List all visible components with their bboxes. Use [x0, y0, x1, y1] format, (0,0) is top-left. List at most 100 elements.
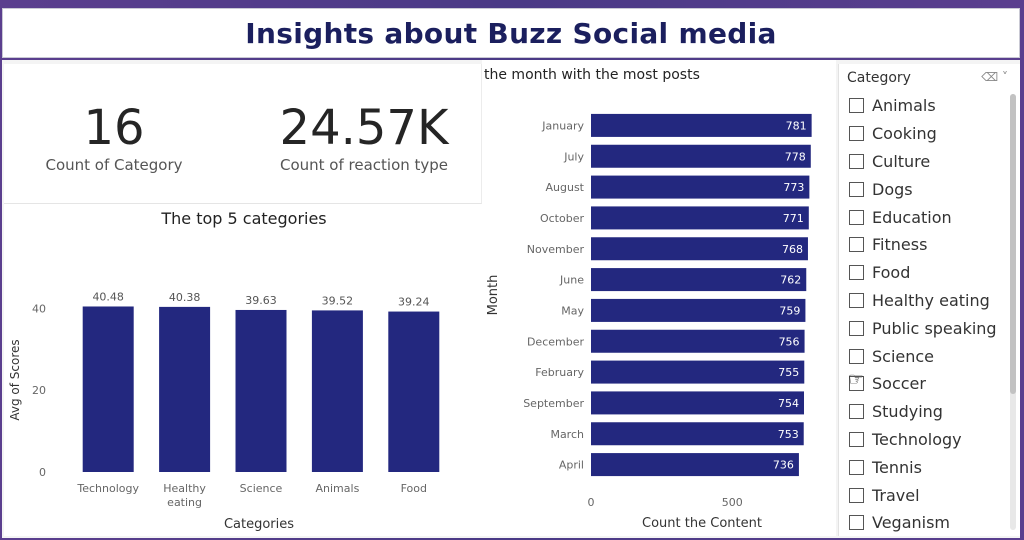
bar — [591, 360, 805, 384]
slicer-item[interactable]: Fitness — [849, 231, 1009, 259]
slicer-list: Animals Cooking Culture Dogs Education Fitnes… — [849, 92, 1009, 537]
checkbox[interactable] — [849, 487, 864, 503]
kpi-card-reaction-count[interactable]: 24.57K Count of reaction type — [264, 100, 464, 174]
x-tick-label: Food — [401, 482, 427, 495]
slicer-item-label: Science — [872, 346, 935, 366]
slicer-title: Category — [847, 70, 911, 86]
slicer-item[interactable]: Travel — [849, 481, 1009, 509]
x-tick-label: Science — [240, 482, 283, 495]
checkbox[interactable] — [849, 515, 864, 531]
x-tick-label: Healthy — [163, 482, 206, 495]
slicer-item[interactable]: Public speaking — [849, 314, 1009, 342]
y-tick-label: 40 — [32, 302, 46, 315]
bar — [591, 175, 810, 199]
data-label: 753 — [778, 428, 799, 441]
data-label: 40.48 — [92, 290, 124, 303]
kpi-label: Count of Category — [45, 156, 183, 174]
slicer-item[interactable]: Education — [849, 203, 1009, 231]
slicer-item[interactable]: Technology — [849, 426, 1009, 454]
y-tick-label: September — [523, 397, 584, 410]
slicer-item[interactable]: Dogs — [849, 175, 1009, 203]
x-tick-label: Animals — [316, 482, 360, 495]
slicer-item[interactable]: Studying — [849, 398, 1009, 426]
checkbox[interactable] — [849, 348, 864, 364]
kpi-cards: 16 Count of Category 24.57K Count of rea… — [4, 64, 482, 204]
slicer-item-label: Veganism — [872, 513, 951, 533]
y-tick-label: June — [559, 274, 584, 287]
slicer-item-label: Healthy eating — [872, 290, 990, 310]
checkbox[interactable] — [849, 404, 864, 420]
data-label: 762 — [780, 274, 801, 287]
bar — [311, 310, 363, 472]
slicer-item[interactable]: Culture — [849, 148, 1009, 176]
checkbox[interactable] — [849, 126, 864, 142]
slicer-item-label: Dogs — [872, 179, 913, 199]
slicer-item-label: Culture — [872, 151, 931, 171]
checkbox[interactable] — [849, 153, 864, 169]
checkbox[interactable] — [849, 98, 864, 114]
bar — [159, 306, 211, 472]
slicer-item[interactable]: Science — [849, 342, 1009, 370]
slicer-item[interactable]: Veganism — [849, 509, 1009, 537]
chevron-down-icon[interactable]: ˅ — [1002, 70, 1008, 84]
data-label: 736 — [773, 459, 794, 472]
data-label: 40.38 — [169, 291, 201, 304]
top-categories-svg: The top 5 categories 0 20 40 Avg of Scores 40… — [8, 209, 440, 532]
x-tick-label: Technology — [76, 482, 139, 495]
x-tick-label: eating — [167, 496, 202, 509]
report-canvas: 16 Count of Category 24.57K Count of rea… — [2, 60, 1020, 538]
data-label: 39.52 — [322, 294, 354, 307]
y-tick-label: April — [559, 459, 584, 472]
checkbox[interactable] — [849, 320, 864, 336]
y-tick-label: October — [540, 212, 584, 225]
data-label: 768 — [782, 243, 803, 256]
data-label: 754 — [778, 397, 799, 410]
x-axis-title: Categories — [224, 517, 294, 532]
slicer-item[interactable]: Animals — [849, 92, 1009, 120]
slicer-item[interactable]: Cooking — [849, 120, 1009, 148]
y-tick-label: March — [550, 428, 584, 441]
slicer-item[interactable]: Healthy eating — [849, 287, 1009, 315]
y-tick-label: 0 — [39, 466, 46, 479]
y-tick-label: July — [563, 150, 584, 163]
slicer-item[interactable]: Soccer — [849, 370, 1009, 398]
slicer-item-label: Studying — [872, 402, 943, 422]
bar — [591, 329, 805, 353]
checkbox[interactable] — [849, 181, 864, 197]
y-tick-label: 20 — [32, 384, 46, 397]
top-categories-chart[interactable]: The top 5 categories 0 20 40 Avg of Scores 40… — [4, 204, 482, 536]
kpi-card-category-count[interactable]: 16 Count of Category — [34, 100, 194, 174]
slicer-item-label: Travel — [872, 485, 920, 505]
report-title: Insights about Buzz Social media — [245, 16, 777, 50]
checkbox[interactable] — [849, 431, 864, 447]
checkbox[interactable] — [849, 237, 864, 253]
bar — [82, 306, 134, 472]
x-tick-label: 500 — [722, 496, 743, 509]
data-label: 778 — [785, 150, 806, 163]
data-label: 759 — [779, 304, 800, 317]
checkbox[interactable] — [849, 376, 864, 392]
checkbox[interactable] — [849, 265, 864, 281]
checkbox[interactable] — [849, 459, 864, 475]
data-label: 39.63 — [245, 294, 277, 307]
slicer-item-label: Cooking — [872, 124, 937, 144]
month-posts-chart[interactable]: the month with the most posts 781 January 7… — [482, 60, 836, 536]
slicer-item[interactable]: Food — [849, 259, 1009, 287]
chart-title: the month with the most posts — [484, 67, 700, 83]
category-slicer[interactable]: Category ⌫ ˅ Animals Cooking Culture Dogs Ed… — [838, 64, 1020, 536]
kpi-value: 24.57K — [279, 100, 449, 156]
bar — [591, 268, 807, 292]
kpi-label: Count of reaction type — [279, 156, 449, 174]
slicer-item[interactable]: Tennis — [849, 453, 1009, 481]
checkbox[interactable] — [849, 292, 864, 308]
report-title-bar: Insights about Buzz Social media — [2, 8, 1020, 58]
bar — [235, 309, 287, 472]
bar — [591, 206, 809, 230]
slicer-item-label: Education — [872, 207, 952, 227]
x-axis-title: Count the Content — [642, 516, 762, 531]
eraser-icon[interactable]: ⌫ — [981, 70, 999, 84]
chart-title: The top 5 categories — [160, 209, 326, 228]
scrollbar-thumb[interactable] — [1010, 94, 1016, 394]
checkbox[interactable] — [849, 209, 864, 225]
slicer-scrollbar[interactable] — [1010, 94, 1016, 530]
